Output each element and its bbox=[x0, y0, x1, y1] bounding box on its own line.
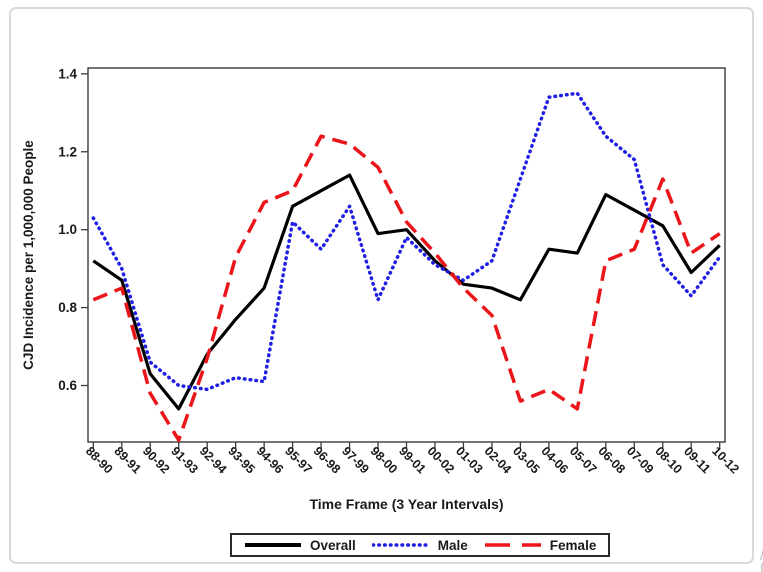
y-tick-label: 0.6 bbox=[58, 378, 77, 393]
legend-label: Male bbox=[437, 537, 468, 553]
x-tick-label: 03-05 bbox=[510, 444, 543, 477]
y-tick-label: 0.8 bbox=[58, 300, 77, 315]
x-tick-label: 07-09 bbox=[624, 444, 657, 477]
legend-swatch-overall bbox=[245, 543, 301, 547]
legend-item-male: Male bbox=[371, 537, 468, 553]
x-tick-label: 97-99 bbox=[339, 444, 372, 477]
x-axis-label: Time Frame (3 Year Intervals) bbox=[309, 496, 503, 512]
x-tick-label: 92-94 bbox=[197, 444, 230, 477]
x-tick-label: 89-91 bbox=[111, 444, 144, 477]
x-tick-label: 98-00 bbox=[368, 444, 401, 477]
x-tick-label: 08-10 bbox=[652, 444, 685, 477]
legend-swatch-female bbox=[484, 543, 541, 547]
x-tick-label: 06-08 bbox=[595, 444, 628, 477]
x-tick-label: 88-90 bbox=[83, 444, 116, 477]
x-tick-label: 01-03 bbox=[453, 444, 486, 477]
legend: Overall Male Female bbox=[230, 533, 611, 557]
x-tick-label: 93-95 bbox=[225, 444, 258, 477]
legend-item-female: Female bbox=[484, 537, 597, 553]
x-tick-label: 04-06 bbox=[538, 444, 571, 477]
x-tick-label: 10-12 bbox=[709, 444, 742, 477]
x-tick-label: 02-04 bbox=[481, 444, 514, 477]
y-tick-label: 1.2 bbox=[58, 144, 77, 159]
y-axis-label: CJD Incidence per 1,000,000 People bbox=[21, 140, 36, 370]
x-tick-label: 09-11 bbox=[681, 444, 713, 476]
chart-line-female bbox=[92, 134, 721, 442]
legend-label: Overall bbox=[310, 537, 356, 553]
x-tick-label: 05-07 bbox=[567, 444, 600, 477]
x-tick-label: 95-97 bbox=[282, 444, 315, 477]
legend-label: Female bbox=[549, 537, 597, 553]
chart-line-male bbox=[91, 91, 722, 392]
y-tick-label: 1.0 bbox=[58, 222, 77, 237]
legend-item-overall: Overall bbox=[244, 538, 356, 553]
chart-line-overall bbox=[92, 173, 721, 411]
x-tick-label: 91-93 bbox=[168, 444, 201, 477]
x-tick-label: 90-92 bbox=[140, 444, 173, 477]
x-tick-label: 99-01 bbox=[396, 444, 429, 477]
x-tick-label: 96-98 bbox=[311, 444, 344, 477]
x-tick-label: 94-96 bbox=[254, 444, 287, 477]
legend-swatch-male bbox=[371, 543, 430, 547]
y-tick-label: 1.4 bbox=[58, 66, 77, 81]
x-tick-label: 00-02 bbox=[425, 444, 458, 477]
